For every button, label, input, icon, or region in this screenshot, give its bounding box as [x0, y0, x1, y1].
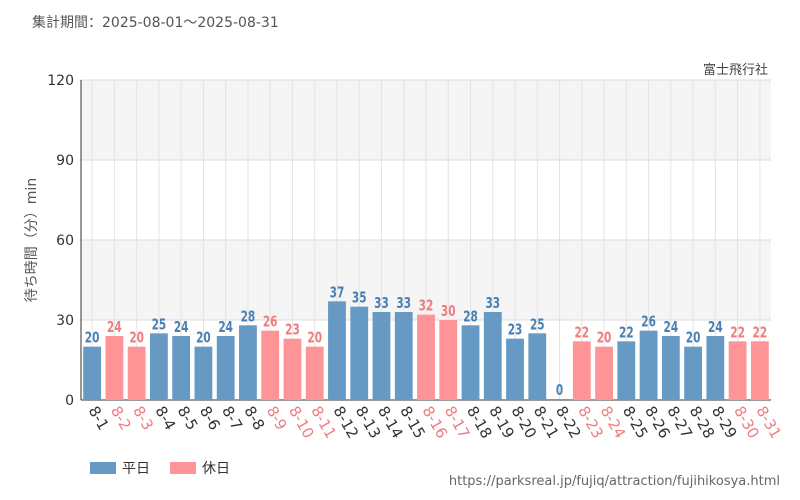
bar-8-4[interactable]	[150, 333, 168, 400]
data-label: 20	[196, 330, 211, 347]
data-label: 33	[374, 296, 389, 313]
data-label: 23	[508, 322, 523, 339]
x-tick-label: 8-9	[263, 403, 291, 433]
data-label: 22	[574, 325, 589, 342]
x-tick-label: 8-1	[85, 403, 113, 433]
bar-8-10[interactable]	[283, 338, 302, 400]
period-label: 集計期間：2025-08-01〜2025-08-31	[32, 15, 279, 31]
data-label: 37	[330, 285, 345, 302]
bar-8-6[interactable]	[194, 346, 213, 400]
bar-8-25[interactable]	[617, 341, 636, 400]
y-tick-label: 90	[56, 153, 74, 169]
bar-8-24[interactable]	[595, 346, 613, 400]
data-label: 35	[352, 290, 367, 307]
legend-item-holiday[interactable]: 休日	[170, 458, 230, 478]
data-label: 24	[107, 320, 122, 337]
bar-8-7[interactable]	[216, 336, 235, 400]
data-label: 30	[441, 304, 456, 321]
legend: 平日 休日	[90, 458, 230, 478]
bar-8-26[interactable]	[639, 330, 658, 400]
legend-item-weekday[interactable]: 平日	[90, 458, 150, 478]
source-url[interactable]: https://parksreal.jp/fujiq/attraction/fu…	[448, 474, 780, 489]
data-label: 24	[218, 320, 233, 337]
data-label: 20	[129, 330, 144, 347]
data-label: 20	[686, 330, 701, 347]
data-label: 26	[641, 314, 656, 331]
data-label: 25	[152, 317, 167, 334]
data-label: 20	[597, 330, 612, 347]
data-label: 32	[419, 298, 434, 315]
data-label: 28	[241, 309, 256, 326]
bar-8-30[interactable]	[728, 341, 747, 400]
x-tick-label: 8-8	[240, 403, 268, 433]
bar-8-23[interactable]	[572, 341, 591, 400]
bar-8-14[interactable]	[372, 312, 391, 400]
bar-8-12[interactable]	[328, 301, 346, 400]
data-label: 23	[285, 322, 300, 339]
legend-label-weekday: 平日	[122, 461, 150, 477]
legend-swatch-weekday	[90, 462, 116, 474]
data-label: 22	[753, 325, 768, 342]
data-label: 28	[463, 309, 478, 326]
legend-swatch-holiday	[170, 462, 196, 474]
y-axis-label: 待ち時間（分）min	[24, 178, 40, 302]
x-tick-label: 8-2	[107, 403, 135, 433]
x-tick-label: 8-3	[129, 403, 157, 433]
data-label: 24	[664, 320, 679, 337]
bar-8-29[interactable]	[706, 336, 725, 400]
bar-8-1[interactable]	[83, 346, 102, 400]
bar-8-2[interactable]	[105, 336, 124, 400]
bar-8-9[interactable]	[261, 330, 280, 400]
x-tick-label: 8-4	[151, 403, 179, 433]
data-label: 24	[174, 320, 189, 337]
bar-8-22[interactable]	[550, 399, 569, 400]
data-label: 22	[730, 325, 745, 342]
data-label: 25	[530, 317, 545, 334]
bar-8-20[interactable]	[506, 338, 524, 400]
data-label: 26	[263, 314, 278, 331]
bar-8-21[interactable]	[528, 333, 547, 400]
y-tick-label: 0	[65, 393, 74, 409]
bar-8-28[interactable]	[684, 346, 702, 400]
y-tick-label: 30	[56, 313, 74, 329]
bar-8-18[interactable]	[461, 325, 480, 400]
bar-8-8[interactable]	[239, 325, 257, 400]
bar-8-13[interactable]	[350, 306, 369, 400]
x-tick-label: 8-5	[174, 403, 202, 433]
bar-8-16[interactable]	[417, 314, 435, 400]
bar-8-19[interactable]	[483, 312, 502, 400]
bar-8-27[interactable]	[661, 336, 680, 400]
data-label: 0	[556, 383, 563, 400]
y-tick-label: 120	[47, 73, 74, 89]
x-tick-label: 8-6	[196, 403, 224, 433]
x-tick-label: 8-7	[218, 403, 246, 433]
bar-8-15[interactable]	[394, 312, 413, 400]
bar-8-3[interactable]	[127, 346, 146, 400]
data-label: 33	[396, 296, 411, 313]
bar-8-11[interactable]	[305, 346, 324, 400]
data-label: 20	[85, 330, 100, 347]
chart-title: 富士飛行社	[702, 63, 768, 78]
data-label: 20	[307, 330, 322, 347]
data-label: 22	[619, 325, 634, 342]
data-label: 33	[485, 296, 500, 313]
y-tick-label: 60	[56, 233, 74, 249]
bar-8-5[interactable]	[172, 336, 191, 400]
legend-label-holiday: 休日	[202, 461, 230, 477]
data-label: 24	[708, 320, 723, 337]
bar-8-31[interactable]	[750, 341, 769, 400]
bar-8-17[interactable]	[439, 320, 458, 400]
